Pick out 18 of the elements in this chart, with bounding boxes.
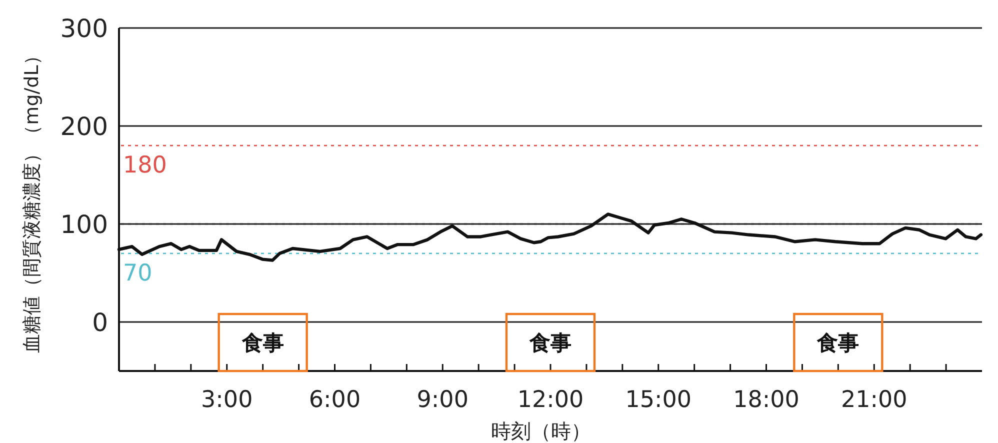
- y-tick-label: 100: [60, 210, 108, 239]
- x-tick-label: 21:00: [840, 387, 908, 413]
- x-tick-label: 3:00: [201, 387, 253, 413]
- x-tick-label: 18:00: [733, 387, 800, 413]
- annotation: 食事: [816, 331, 860, 355]
- x-axis-title: 時刻（時）: [491, 419, 591, 443]
- y-axis-title: 血糖値（間質液糖濃度）（mg/dL）: [21, 46, 43, 353]
- x-tick-label: 15:00: [625, 387, 692, 413]
- ref-line-label: 180: [123, 152, 167, 179]
- x-tick-label: 12:00: [517, 387, 584, 413]
- ref-line-label: 70: [123, 260, 152, 286]
- x-tick-label: 6:00: [308, 387, 361, 413]
- y-tick-label: 300: [60, 14, 108, 43]
- x-tick-label: 9:00: [416, 387, 468, 413]
- y-tick-label: 0: [92, 308, 108, 337]
- y-tick-label: 200: [60, 112, 108, 141]
- annotation: 食事: [240, 331, 284, 355]
- annotation: 食事: [528, 331, 572, 355]
